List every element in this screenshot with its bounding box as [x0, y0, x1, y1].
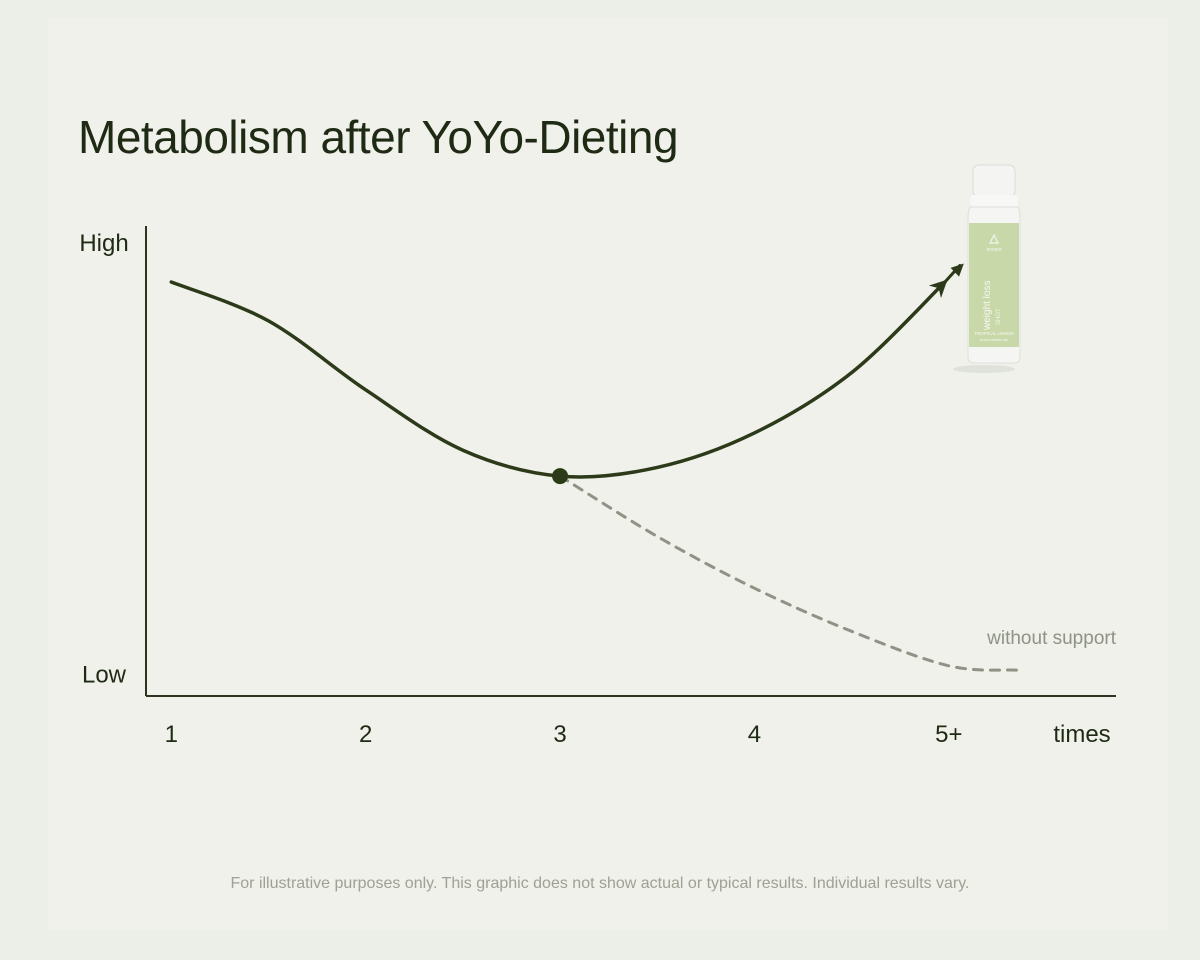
x-tick-label: 2	[359, 721, 372, 748]
series-label-without-support: without support	[986, 628, 1117, 649]
product-bottle-image: envers weight loss SHOT TROPICAL LEMON e…	[953, 164, 1021, 373]
x-tick-label: 4	[748, 721, 761, 748]
x-tick-labels: 1 2 3 4 5+	[165, 721, 963, 748]
product-brand: envers	[986, 247, 1002, 253]
series-line-without-support	[558, 474, 1019, 672]
disclaimer-footnote: For illustrative purposes only. This gra…	[230, 875, 970, 892]
x-tick-label: 3	[553, 721, 566, 748]
bottle-neck	[970, 195, 1018, 207]
chart-axes	[145, 226, 1116, 697]
series-line-main	[169, 279, 948, 479]
y-tick-labels: Low High	[79, 230, 128, 688]
bottle-cap	[972, 164, 1016, 198]
x-tick-label: 5+	[935, 721, 962, 748]
chart-title: Metabolism after YoYo-Dieting	[78, 111, 679, 163]
series-arrow-shaft	[943, 264, 962, 284]
product-flavor: TROPICAL LEMON	[974, 331, 1014, 336]
bottle-shadow	[953, 365, 1015, 373]
branch-point-marker	[552, 468, 569, 485]
y-tick-label: High	[79, 230, 128, 257]
y-tick-label: Low	[82, 661, 127, 688]
brand-logo-icon	[989, 233, 999, 244]
series-layer	[169, 263, 1019, 672]
x-tick-label: 1	[165, 721, 178, 748]
product-name: weight loss	[982, 281, 993, 331]
x-axis-label: times	[1053, 721, 1110, 748]
product-url: envers-selfcare.com	[980, 338, 1009, 342]
bottle-label	[969, 223, 1019, 347]
product-subname: SHOT	[996, 308, 1002, 325]
